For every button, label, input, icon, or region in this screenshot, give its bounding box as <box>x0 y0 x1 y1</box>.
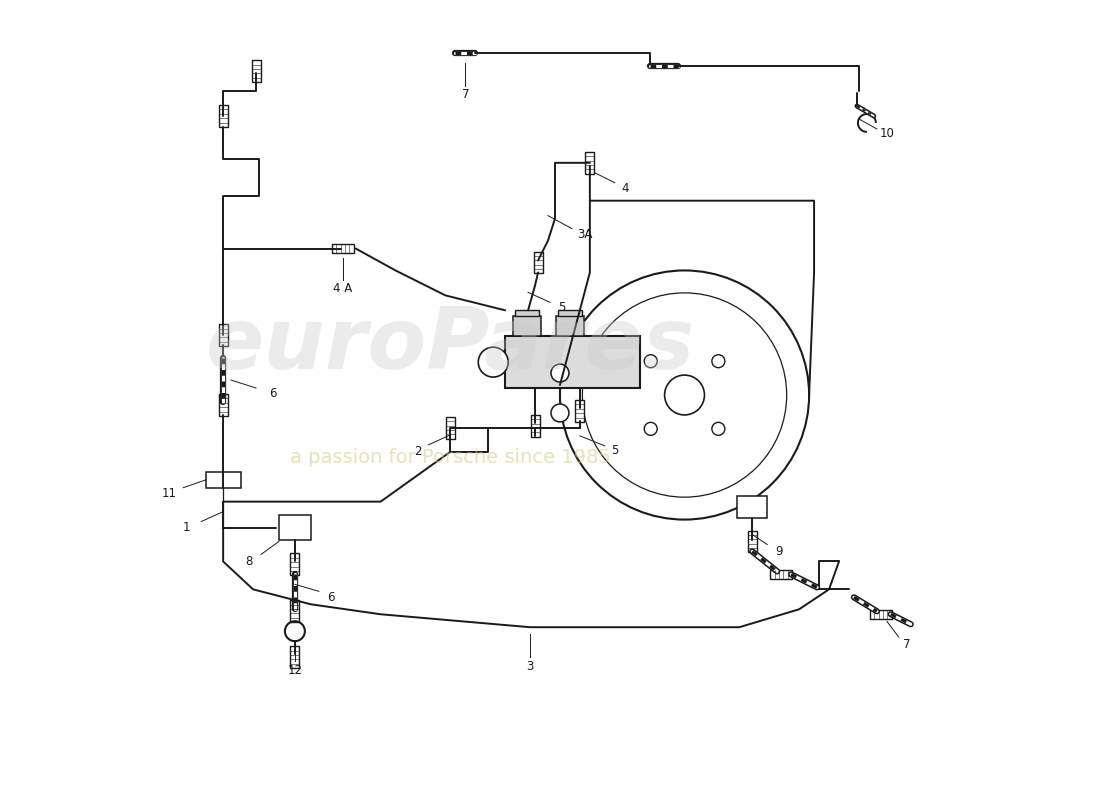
Bar <box>558 310 582 316</box>
Text: 6: 6 <box>270 386 277 399</box>
FancyBboxPatch shape <box>446 417 454 439</box>
Bar <box>505 336 640 388</box>
Circle shape <box>712 354 725 368</box>
Circle shape <box>712 422 725 435</box>
Text: 3A: 3A <box>578 228 593 241</box>
Bar <box>515 310 539 316</box>
Bar <box>556 316 584 336</box>
Circle shape <box>645 354 657 368</box>
Text: euroPares: euroPares <box>206 304 695 386</box>
Text: 7: 7 <box>903 638 911 650</box>
FancyBboxPatch shape <box>530 415 539 437</box>
Text: 5: 5 <box>612 444 618 458</box>
FancyBboxPatch shape <box>585 152 594 174</box>
Bar <box>737 496 767 518</box>
FancyBboxPatch shape <box>219 105 228 127</box>
Text: 10: 10 <box>879 127 894 141</box>
Circle shape <box>645 422 657 435</box>
Text: 7: 7 <box>462 87 469 101</box>
FancyBboxPatch shape <box>252 60 261 82</box>
Text: 1: 1 <box>183 521 190 534</box>
FancyBboxPatch shape <box>219 394 228 416</box>
Circle shape <box>551 404 569 422</box>
Text: 8: 8 <box>245 555 253 568</box>
FancyBboxPatch shape <box>332 244 354 253</box>
FancyBboxPatch shape <box>770 570 792 579</box>
Text: 3: 3 <box>527 659 534 673</box>
Bar <box>206 472 241 488</box>
Text: 11: 11 <box>162 487 177 500</box>
Text: 4: 4 <box>621 182 628 195</box>
Bar <box>279 514 311 539</box>
FancyBboxPatch shape <box>748 530 757 553</box>
FancyBboxPatch shape <box>534 251 542 274</box>
FancyBboxPatch shape <box>290 554 299 575</box>
Circle shape <box>551 364 569 382</box>
Bar <box>513 316 541 336</box>
Text: 2: 2 <box>414 446 421 458</box>
FancyBboxPatch shape <box>219 324 228 346</box>
Text: 6: 6 <box>327 591 334 604</box>
FancyBboxPatch shape <box>575 400 584 422</box>
Text: 4 A: 4 A <box>333 282 352 295</box>
Text: 9: 9 <box>776 545 783 558</box>
FancyBboxPatch shape <box>870 610 892 618</box>
Text: 5: 5 <box>559 301 565 314</box>
FancyBboxPatch shape <box>290 646 299 668</box>
Text: a passion for Porsche since 1985: a passion for Porsche since 1985 <box>290 448 610 467</box>
FancyBboxPatch shape <box>290 600 299 622</box>
Circle shape <box>478 347 508 377</box>
Text: 12: 12 <box>287 663 303 677</box>
Circle shape <box>664 375 704 415</box>
